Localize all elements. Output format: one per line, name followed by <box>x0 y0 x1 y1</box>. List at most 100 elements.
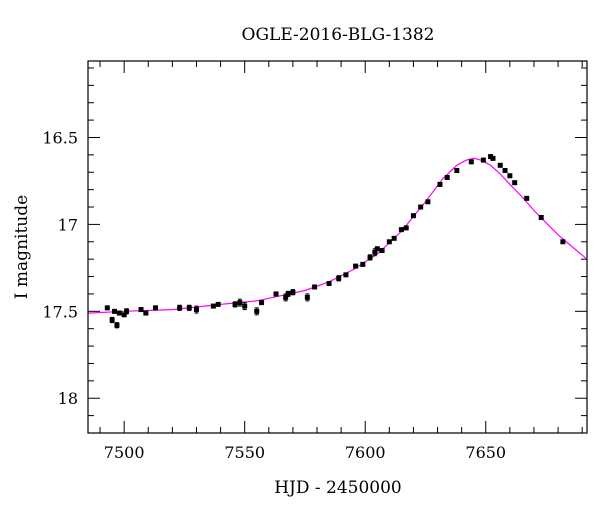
data-marker <box>177 305 183 311</box>
data-marker <box>538 214 544 220</box>
data-point <box>215 301 221 307</box>
data-marker <box>353 263 359 269</box>
data-point <box>386 239 392 245</box>
data-marker <box>468 159 474 165</box>
data-point <box>112 308 118 314</box>
data-marker <box>374 246 380 252</box>
data-point <box>410 213 416 219</box>
data-marker <box>290 289 296 295</box>
data-marker <box>480 157 486 163</box>
data-point <box>186 304 192 311</box>
data-point <box>254 307 260 316</box>
data-marker <box>454 168 460 174</box>
data-point <box>524 195 530 201</box>
data-marker <box>410 213 416 219</box>
data-marker <box>121 312 127 318</box>
data-point <box>343 272 349 278</box>
data-marker <box>186 305 192 311</box>
plot-frame <box>87 60 588 434</box>
y-tick-label: 16.5 <box>42 128 78 147</box>
data-point <box>193 305 199 314</box>
data-point <box>391 235 397 241</box>
data-point <box>512 180 518 186</box>
data-marker <box>254 308 260 314</box>
data-point <box>273 291 279 297</box>
data-point <box>444 174 450 180</box>
data-marker <box>285 291 291 297</box>
data-marker <box>497 162 503 168</box>
data-point <box>403 225 409 231</box>
data-point <box>353 263 359 269</box>
data-point <box>497 162 503 168</box>
data-marker <box>326 281 332 287</box>
plot-area <box>87 154 588 329</box>
data-point <box>312 284 318 290</box>
data-marker <box>283 294 289 300</box>
x-tick-label: 7550 <box>224 443 265 462</box>
data-marker <box>379 247 385 253</box>
data-marker <box>490 155 496 161</box>
data-marker <box>104 305 110 311</box>
data-marker <box>259 300 265 306</box>
data-marker <box>512 180 518 186</box>
data-marker <box>507 173 513 179</box>
data-marker <box>138 307 144 313</box>
data-point <box>210 303 216 309</box>
data-marker <box>444 174 450 180</box>
data-marker <box>360 261 366 267</box>
data-marker <box>152 305 158 311</box>
data-point <box>237 298 243 307</box>
data-point <box>152 305 158 311</box>
data-marker <box>215 301 221 307</box>
chart-title: OGLE-2016-BLG-1382 <box>242 25 435 45</box>
data-point <box>138 307 144 313</box>
data-point <box>114 322 120 329</box>
data-marker <box>343 272 349 278</box>
data-marker <box>418 204 424 210</box>
tick-group: 7500 7550 7600 7650 16.5 17 17.5 18 <box>42 61 587 462</box>
y-tick-label: 18 <box>58 389 78 408</box>
data-point <box>116 310 122 316</box>
data-marker <box>242 303 248 309</box>
data-marker <box>367 254 373 260</box>
data-marker <box>336 275 342 281</box>
data-marker <box>524 195 530 201</box>
data-point <box>259 300 265 306</box>
data-marker <box>386 239 392 245</box>
data-marker <box>124 308 130 314</box>
y-tick-label: 17 <box>58 215 78 234</box>
x-tick-label: 7650 <box>465 443 506 462</box>
data-point <box>507 173 513 179</box>
data-marker <box>403 225 409 231</box>
data-marker <box>502 168 508 174</box>
data-point <box>560 239 566 245</box>
data-marker <box>112 308 118 314</box>
y-axis-label: I magnitude <box>12 195 32 299</box>
data-point <box>425 199 431 205</box>
data-point <box>124 308 130 315</box>
y-tick-label: 17.5 <box>42 302 78 321</box>
data-point <box>290 289 296 296</box>
data-point <box>454 168 460 174</box>
data-point <box>104 305 110 311</box>
data-point <box>360 261 366 267</box>
data-point <box>304 293 310 302</box>
data-point <box>177 304 183 311</box>
data-point <box>336 275 342 282</box>
data-marker <box>560 239 566 245</box>
data-point <box>143 310 149 316</box>
x-tick-label: 7500 <box>104 443 145 462</box>
data-marker <box>391 235 397 241</box>
data-point <box>418 204 424 210</box>
x-tick-label: 7600 <box>345 443 386 462</box>
data-marker <box>143 310 149 316</box>
data-marker <box>372 249 378 255</box>
data-point <box>379 247 385 253</box>
data-marker <box>312 284 318 290</box>
model-curve <box>87 157 588 314</box>
data-point <box>326 281 332 287</box>
data-point <box>285 290 291 298</box>
data-marker <box>237 300 243 306</box>
data-marker <box>232 301 238 307</box>
data-marker <box>114 322 120 328</box>
